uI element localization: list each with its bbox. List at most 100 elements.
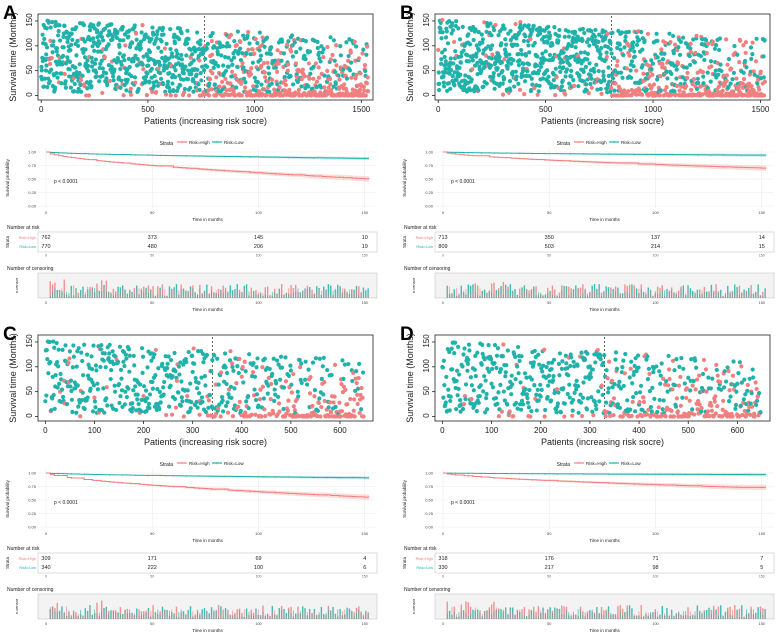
km-ytick-label: 0.25 (28, 511, 37, 516)
scatter-point-high (675, 409, 681, 414)
censor-bar-high (292, 287, 295, 298)
scatter-point-low (535, 387, 540, 393)
scatter-point-low (477, 393, 482, 399)
scatter-point-low (319, 44, 324, 49)
censor-bar-low (283, 294, 285, 298)
censor-bar-high (271, 611, 273, 619)
censor-bar-high (278, 291, 280, 298)
risk-row-low-label: Risk=Low (19, 566, 36, 570)
censor-ylabel: n.censor (411, 598, 416, 614)
scatter-point-low (636, 365, 641, 370)
km-low-censor-mark: + (364, 156, 367, 161)
scatter-point-low (55, 359, 60, 365)
scatter-point-low (64, 30, 70, 35)
censor-bar-low (542, 296, 544, 298)
scatter-point-low (55, 385, 60, 390)
scatter-point-low (749, 56, 754, 61)
censor-bar-low (507, 289, 509, 298)
legend-label-low: Risk=Low (224, 461, 244, 466)
scatter-point-low (445, 88, 450, 93)
censor-bar-low (271, 291, 273, 298)
risk-xtick-label: 100 (256, 575, 262, 579)
scatter-point-low (473, 374, 478, 379)
scatter-point-low (138, 382, 143, 387)
scatter-point-low (130, 401, 135, 406)
censor-bar-high (91, 617, 93, 619)
scatter-point-low (571, 359, 576, 364)
risk-table-frame (434, 552, 775, 574)
scatter-point-low (172, 350, 177, 356)
scatter-point-low (295, 79, 300, 85)
censor-bar-low (211, 291, 212, 298)
scatter-ylabel: Survival time (Months) (405, 12, 415, 102)
scatter-point-low (446, 81, 451, 86)
scatter-point-high (206, 398, 211, 403)
scatter-point-low (281, 385, 287, 390)
censor-bar-low (661, 289, 663, 298)
censor-bar-low (115, 612, 117, 619)
censor-bar-low (126, 612, 128, 619)
censor-bar-high (367, 293, 369, 298)
scatter-point-low (255, 80, 260, 85)
censor-bar-low (458, 295, 460, 298)
censor-bar-low (152, 615, 154, 619)
scatter-point-low (567, 382, 572, 387)
scatter-ytick-label: 50 (422, 65, 431, 74)
scatter-point-low (728, 394, 733, 399)
scatter-point-high (219, 79, 225, 85)
scatter-point-high (688, 41, 693, 46)
censor-bar-high (467, 292, 469, 298)
scatter-point-high (535, 92, 540, 97)
scatter-point-low (76, 404, 81, 409)
scatter-point-low (231, 55, 237, 60)
censor-bar-high (521, 291, 523, 298)
scatter-point-high (319, 404, 324, 410)
scatter-point-low (717, 47, 722, 53)
censor-bar-high (349, 289, 350, 298)
scatter-point-low (195, 405, 200, 410)
scatter-point-low (695, 76, 701, 81)
scatter-point-low (549, 366, 554, 372)
censor-bar-low (739, 294, 740, 298)
scatter-point-low (722, 369, 727, 374)
censor-bar-low (657, 294, 659, 298)
risk-count-high: 373 (148, 235, 157, 241)
scatter-point-high (734, 76, 739, 81)
scatter-point-low (81, 50, 86, 55)
scatter-point-low (639, 29, 644, 35)
scatter-point-low (227, 44, 232, 49)
km-ytick-label: 0.75 (28, 163, 37, 168)
scatter-point-low (72, 89, 77, 94)
scatter-point-low (188, 381, 193, 386)
censor-bar-high (217, 605, 220, 619)
scatter-point-low (69, 397, 74, 402)
scatter-point-low (168, 26, 173, 32)
scatter-point-high (339, 409, 345, 414)
scatter-point-low (90, 36, 96, 41)
scatter-point-low (132, 363, 137, 368)
scatter-point-low (144, 396, 150, 401)
censor-bar-high (243, 609, 245, 619)
scatter-point-high (709, 408, 714, 413)
scatter-point-low (196, 82, 201, 87)
censor-bar-high (363, 293, 364, 298)
scatter-point-low (172, 41, 178, 46)
scatter-point-low (666, 353, 671, 359)
scatter-point-low (479, 32, 484, 37)
scatter-point-high (502, 57, 507, 62)
scatter-point-low (659, 361, 664, 366)
scatter-point-low (311, 64, 316, 69)
risk-xtick-label: 0 (442, 575, 444, 579)
scatter-point-low (354, 44, 359, 49)
scatter-point-low (612, 382, 617, 387)
scatter-point-low (450, 74, 455, 79)
scatter-point-high (360, 51, 365, 56)
censor-bar-low (762, 295, 764, 298)
scatter-point-low (246, 406, 251, 411)
scatter-point-low (303, 359, 308, 364)
censor-bar-low (363, 614, 364, 619)
scatter-point-low (238, 46, 243, 51)
scatter-point-low (262, 44, 267, 49)
scatter-ylabel: Survival time (Months) (8, 333, 18, 423)
scatter-point-high (756, 87, 762, 92)
